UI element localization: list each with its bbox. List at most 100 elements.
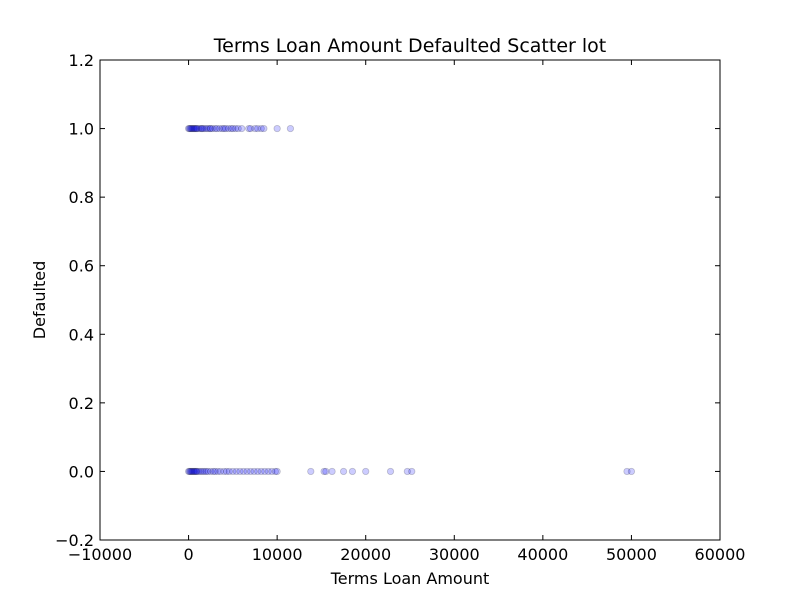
data-point — [328, 467, 336, 476]
data-point — [199, 124, 207, 133]
data-point — [268, 467, 276, 476]
data-point — [257, 124, 265, 133]
data-point — [202, 124, 210, 133]
data-point — [229, 467, 237, 476]
data-point — [339, 467, 348, 476]
data-point — [403, 467, 411, 476]
data-point — [211, 467, 219, 476]
data-point — [197, 467, 205, 476]
y-tick-label: 0.6 — [69, 257, 94, 276]
data-point — [187, 467, 195, 476]
data-point — [623, 467, 631, 476]
data-point — [229, 124, 237, 133]
data-point — [206, 124, 214, 133]
data-point — [208, 124, 217, 133]
data-point — [188, 467, 196, 476]
data-point — [220, 467, 228, 476]
data-point — [187, 124, 195, 133]
data-point — [386, 467, 395, 476]
data-point — [250, 467, 258, 476]
x-tick-label: 20000 — [340, 545, 391, 564]
data-point — [204, 124, 212, 133]
scatter-points — [184, 124, 636, 476]
data-point — [348, 467, 357, 476]
data-point — [202, 467, 210, 476]
data-point — [185, 467, 194, 476]
data-point — [243, 467, 251, 476]
data-point — [193, 467, 202, 476]
data-point — [184, 467, 193, 476]
data-point — [186, 124, 194, 133]
data-point — [307, 467, 315, 476]
data-point — [254, 124, 262, 133]
data-point — [197, 124, 205, 133]
chart-title: Terms Loan Amount Defaulted Scatter lot — [213, 35, 606, 57]
data-point — [215, 124, 224, 133]
data-point — [190, 467, 198, 476]
data-point — [200, 467, 209, 476]
data-point — [213, 124, 221, 133]
data-point — [273, 124, 281, 133]
data-point — [209, 467, 217, 476]
x-tick-label: 10000 — [252, 545, 303, 564]
data-point — [207, 124, 215, 133]
data-point — [238, 124, 246, 133]
data-point — [223, 467, 231, 476]
x-axis-ticks: −10000 0 10000 20000 30000 40000 50000 60000 — [68, 60, 746, 564]
data-point — [261, 467, 269, 476]
data-point — [273, 467, 281, 476]
data-point — [236, 467, 244, 476]
data-point — [190, 124, 198, 133]
data-point — [218, 124, 226, 133]
y-tick-label: 0.4 — [69, 325, 94, 344]
y-tick-label: −0.2 — [55, 531, 94, 550]
y-axis-ticks: −0.2 0.0 0.2 0.4 0.6 0.8 1.0 1.2 — [55, 51, 720, 550]
y-axis-label: Defaulted — [30, 261, 49, 339]
data-point — [192, 124, 200, 133]
data-point — [189, 124, 197, 133]
data-point — [192, 124, 201, 133]
data-point — [198, 124, 206, 133]
data-point — [254, 467, 262, 476]
data-point — [200, 124, 209, 133]
y-tick-label: 0.8 — [69, 188, 94, 207]
x-axis-label: Terms Loan Amount — [330, 569, 490, 588]
data-point — [246, 467, 255, 476]
data-point — [192, 467, 201, 476]
data-point — [189, 467, 197, 476]
data-point — [362, 467, 370, 476]
data-point — [222, 124, 230, 133]
data-point — [216, 467, 225, 476]
y-tick-label: 0.0 — [69, 462, 94, 481]
x-tick-label: 60000 — [695, 545, 746, 564]
data-point — [322, 467, 330, 476]
data-point — [214, 467, 222, 476]
data-point — [211, 124, 219, 133]
data-point — [408, 467, 416, 476]
data-point — [192, 467, 200, 476]
data-point — [195, 124, 203, 133]
data-point — [195, 467, 203, 476]
data-point — [184, 124, 193, 133]
data-point — [220, 124, 228, 133]
x-tick-label: 50000 — [606, 545, 657, 564]
data-point — [191, 124, 199, 133]
plot-area — [100, 60, 720, 540]
data-point — [257, 467, 265, 476]
data-point — [225, 467, 233, 476]
data-point — [227, 124, 235, 133]
data-point — [204, 467, 212, 476]
data-point — [264, 467, 272, 476]
data-point — [286, 124, 295, 133]
y-tick-label: 0.2 — [69, 394, 94, 413]
data-point — [260, 124, 268, 133]
data-point — [320, 467, 328, 476]
data-point — [627, 467, 636, 476]
data-point — [232, 467, 240, 476]
data-point — [186, 467, 194, 476]
x-tick-label: 40000 — [517, 545, 568, 564]
x-tick-label: 30000 — [429, 545, 480, 564]
data-point — [224, 124, 233, 133]
data-point — [207, 467, 215, 476]
